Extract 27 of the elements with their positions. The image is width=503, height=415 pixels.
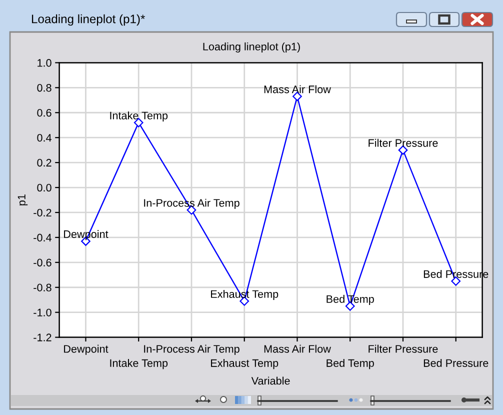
y-tick-label: 0.2: [37, 158, 52, 167]
chart-title: Loading lineplot (p1): [203, 42, 300, 53]
x-tick-label: Exhaust Temp: [211, 358, 278, 370]
y-tick-label: 0.0: [37, 184, 52, 192]
data-label: Filter Pressure: [368, 138, 438, 147]
x-tick-label: In-Process Air Temp: [144, 344, 240, 355]
x-tick-label: Bed Pressure: [424, 358, 488, 367]
x-tick-label: Filter Pressure: [368, 344, 438, 353]
y-tick-label: 0.6: [37, 108, 52, 117]
x-tick-label: Intake Temp: [110, 358, 168, 370]
y-tick-label: -1.0: [34, 308, 52, 316]
y-tick-label: 0.4: [37, 134, 52, 142]
y-tick-label: 1.0: [38, 59, 52, 67]
y-tick-label: -1.2: [34, 334, 52, 342]
x-tick-label: Bed Temp: [326, 358, 374, 370]
x-axis-title: Variable: [251, 376, 290, 385]
x-tick-label: Dewpoint: [64, 344, 108, 355]
text: Loading lineplot (p1)*: [32, 14, 146, 26]
x-tick-label: Mass Air Flow: [264, 344, 331, 353]
y-tick-label: 0.8: [37, 84, 52, 92]
y-axis-title: p1: [18, 194, 28, 206]
data-label: Intake Temp: [110, 111, 168, 122]
y-tick-label: -0.6: [34, 258, 52, 266]
y-tick-label: -0.4: [34, 234, 52, 242]
y-tick-label: -0.8: [34, 284, 52, 292]
data-label: Mass Air Flow: [264, 85, 331, 94]
y-tick-label: -0.2: [34, 208, 52, 217]
